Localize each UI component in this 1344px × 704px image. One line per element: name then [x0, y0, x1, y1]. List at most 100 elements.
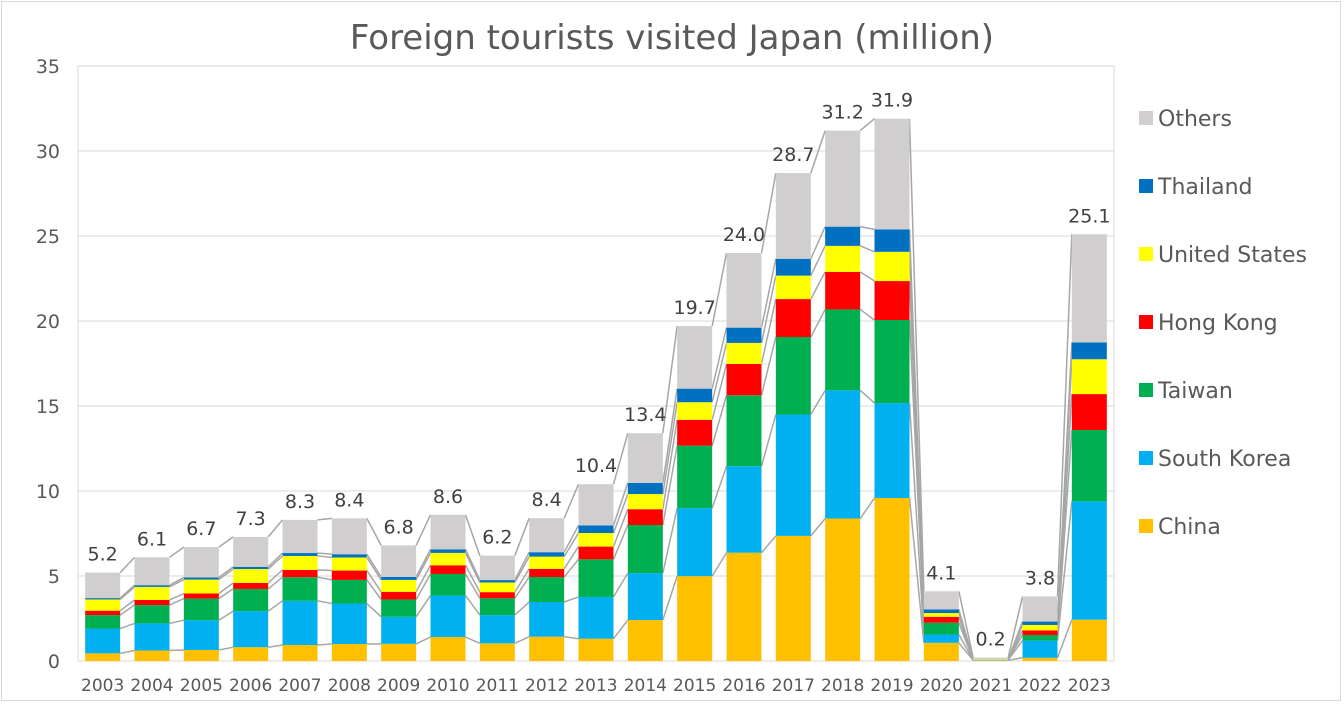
- bar-2007-south-korea: [282, 600, 318, 646]
- total-label-2015: 19.7: [674, 297, 716, 319]
- bar-2014-others: [627, 433, 663, 483]
- bar-2022-thailand: [1022, 621, 1058, 625]
- bar-2013-taiwan: [578, 559, 614, 597]
- bar-2023-united-states: [1071, 359, 1107, 395]
- bar-2013-hong-kong: [578, 546, 614, 560]
- bar-2013-united-states: [578, 532, 614, 547]
- bar-2023-thailand: [1071, 342, 1107, 360]
- total-label-2005: 6.7: [186, 518, 216, 540]
- bar-2005-united-states: [183, 579, 219, 594]
- bar-2006-hong-kong: [233, 582, 269, 589]
- bar-2003-united-states: [85, 599, 121, 611]
- series-connector-lines: [119, 118, 1073, 662]
- bar-2020-thailand: [923, 609, 959, 614]
- bar-2022-united-states: [1022, 624, 1058, 631]
- bar-2016-others: [726, 253, 762, 328]
- bar-2020-united-states: [923, 613, 959, 617]
- bar-2005-hong-kong: [183, 593, 219, 599]
- legend-swatch-south-korea: [1139, 451, 1153, 465]
- bar-2005-south-korea: [183, 620, 219, 650]
- x-tick-label: 2021: [969, 676, 1012, 696]
- bar-2011-others: [479, 555, 515, 581]
- bar-2008-others: [331, 518, 367, 555]
- bar-2020-others: [923, 591, 959, 610]
- legend-label-others: Others: [1158, 107, 1232, 132]
- bar-2018-taiwan: [825, 309, 861, 391]
- legend-label-south-korea: South Korea: [1158, 447, 1291, 472]
- x-tick-label: 2007: [278, 676, 321, 696]
- total-label-2008: 8.4: [334, 489, 364, 511]
- total-label-2022: 3.8: [1025, 567, 1055, 589]
- bar-2013-others: [578, 484, 614, 526]
- bar-2004-hong-kong: [134, 599, 170, 606]
- bar-2013-south-korea: [578, 596, 614, 639]
- legend-label-thailand: Thailand: [1157, 175, 1252, 200]
- x-tick-label: 2018: [821, 676, 864, 696]
- bar-2011-south-korea: [479, 615, 515, 644]
- legend-label-united-states: United States: [1158, 243, 1307, 268]
- bar-2014-united-states: [627, 494, 663, 510]
- bar-2013-thailand: [578, 525, 614, 533]
- total-label-2010: 8.6: [433, 486, 463, 508]
- bar-2008-thailand: [331, 554, 367, 558]
- bar-2021-china: [973, 660, 1009, 661]
- legend-swatch-hong-kong: [1139, 315, 1153, 329]
- bar-2019-china: [874, 497, 910, 661]
- y-tick-label: 25: [36, 226, 60, 248]
- bar-2012-others: [529, 518, 565, 553]
- bar-2010-china: [430, 637, 466, 661]
- y-tick-label: 20: [36, 311, 60, 333]
- total-label-2019: 31.9: [871, 90, 913, 112]
- bar-2010-united-states: [430, 552, 466, 566]
- bar-2014-china: [627, 620, 663, 661]
- bar-2016-united-states: [726, 342, 762, 365]
- bar-2005-others: [183, 547, 219, 578]
- bar-2012-taiwan: [529, 577, 565, 603]
- bar-2011-thailand: [479, 580, 515, 583]
- bar-2019-others: [874, 118, 910, 230]
- x-tick-label: 2014: [624, 676, 667, 696]
- x-tick-label: 2016: [722, 676, 765, 696]
- x-tick-label: 2023: [1068, 676, 1111, 696]
- total-label-2009: 6.8: [384, 516, 414, 538]
- bar-2010-south-korea: [430, 595, 466, 638]
- connector-others: [119, 118, 1073, 658]
- legend-swatch-united-states: [1139, 247, 1153, 261]
- legend-label-china: China: [1158, 515, 1221, 540]
- bar-2017-united-states: [775, 275, 811, 300]
- bar-2018-others: [825, 130, 861, 227]
- bar-2019-united-states: [874, 251, 910, 282]
- bar-2014-south-korea: [627, 573, 663, 621]
- legend-label-hong-kong: Hong Kong: [1158, 311, 1278, 336]
- total-label-2014: 13.4: [624, 404, 666, 426]
- total-label-2017: 28.7: [772, 144, 814, 166]
- bar-2009-united-states: [381, 579, 417, 592]
- bar-2004-taiwan: [134, 605, 170, 624]
- bar-2003-hong-kong: [85, 610, 121, 616]
- bar-2017-south-korea: [775, 414, 811, 536]
- bars: [85, 118, 1107, 661]
- connector-thailand: [119, 225, 1073, 660]
- bar-2006-thailand: [233, 566, 269, 570]
- total-label-2007: 8.3: [285, 491, 315, 513]
- bar-2018-south-korea: [825, 390, 861, 519]
- x-tick-label: 2019: [870, 676, 913, 696]
- legend: Others Thailand United States Hong Kong Taiw…: [1139, 107, 1307, 540]
- y-axis-ticks: 0 5 10 15 20 25 30 35: [36, 56, 60, 673]
- bar-2008-hong-kong: [331, 570, 367, 580]
- bar-2008-south-korea: [331, 603, 367, 644]
- bar-2007-china: [282, 645, 318, 661]
- x-tick-label: 2004: [130, 676, 173, 696]
- bar-2019-taiwan: [874, 319, 910, 404]
- bar-2009-south-korea: [381, 616, 417, 644]
- bar-2011-china: [479, 643, 515, 661]
- bar-2008-united-states: [331, 557, 367, 571]
- bar-2022-others: [1022, 596, 1058, 622]
- x-tick-label: 2011: [476, 676, 519, 696]
- bar-2007-united-states: [282, 555, 318, 570]
- bar-2003-taiwan: [85, 615, 121, 629]
- bar-2005-taiwan: [183, 598, 219, 621]
- bar-2008-china: [331, 644, 367, 661]
- bar-2004-south-korea: [134, 623, 170, 651]
- legend-swatch-taiwan: [1139, 383, 1153, 397]
